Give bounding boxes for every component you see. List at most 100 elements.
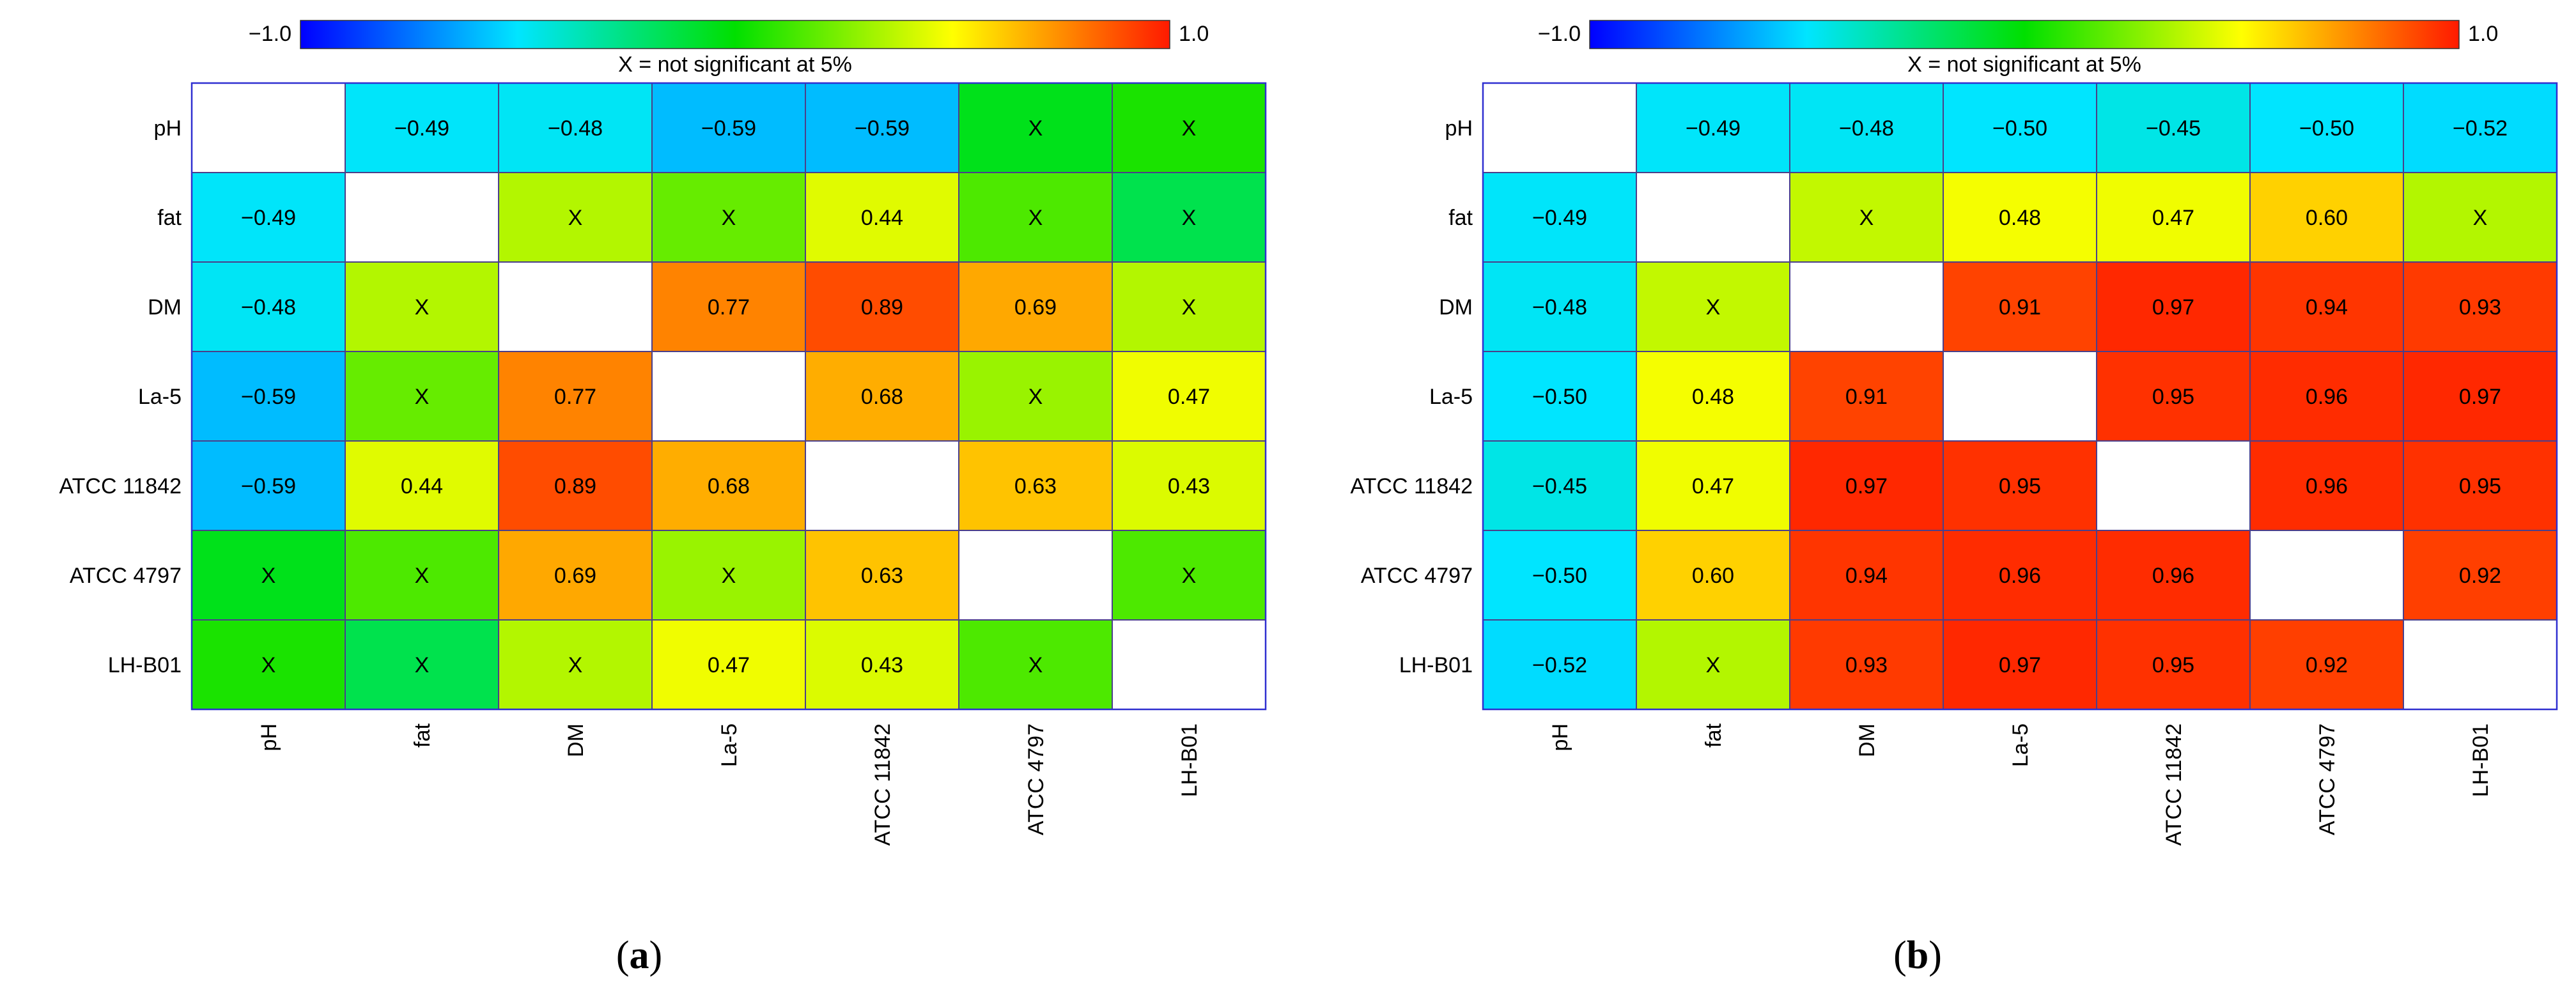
cell-value-label: 0.47 [1168,385,1210,409]
cell-value-label: −0.48 [548,116,603,141]
cell-value-label: 0.92 [2306,653,2348,677]
heatmap-cell [345,351,499,442]
cell-value-label: 0.92 [2459,564,2501,588]
row-label: ATCC 11842 [1351,474,1473,498]
cell-value-label: 0.60 [1692,564,1734,588]
heatmap-cell [805,261,959,352]
cell-value-label: 0.95 [2152,385,2194,409]
cell-value-label: 0.95 [2459,474,2501,498]
cell-value-label: 0.95 [1999,474,2041,498]
cell-value-label: −0.52 [1532,653,1587,677]
column-label: DM [564,723,588,757]
heatmap-cell [191,351,346,442]
cell-value-label: 0.89 [554,474,596,498]
cell-value-label: X [722,206,736,230]
cell-value-label: 0.68 [861,385,903,409]
heatmap-cell [1636,619,1790,710]
heatmap-cell [191,619,346,710]
heatmap-cell [1482,261,1637,352]
cell-value-label: −0.59 [701,116,756,141]
cell-value-label: 0.63 [861,564,903,588]
heatmap-cell [2403,351,2557,442]
heatmap-cell [1943,351,2097,442]
cell-value-label: 0.63 [1014,474,1057,498]
cell-value-label: 0.44 [861,206,903,230]
heatmap-cell [2403,82,2557,173]
cell-value-label: 0.91 [1845,385,1888,409]
row-label: LH-B01 [108,653,182,677]
heatmap-cell [805,440,959,531]
column-label: LH-B01 [2469,723,2493,797]
cell-value-label: 0.60 [2306,206,2348,230]
heatmap-cell [2096,530,2251,621]
cell-value-label: 0.47 [1692,474,1734,498]
heatmap-cell [498,261,653,352]
row-label: DM [148,295,182,320]
heatmap-cell [2096,440,2251,531]
heatmap-cell [1789,82,1944,173]
cell-value-label: 0.44 [401,474,443,498]
heatmap-cell [1636,261,1790,352]
cell-value-label: 0.93 [2459,295,2501,320]
cell-value-label: 0.48 [1692,385,1734,409]
cell-value-label: X [1706,295,1721,320]
cell-value-label: −0.59 [855,116,910,141]
cell-value-label: 0.96 [1999,564,2041,588]
caption-letter: b [1907,934,1928,977]
cell-value-label: −0.50 [1992,116,2047,141]
heatmap-cell [191,261,346,352]
heatmap-cell [345,261,499,352]
heatmap-cell [1112,261,1266,352]
heatmap-cell [498,619,653,710]
column-label: DM [1855,723,1879,757]
heatmap-cell [805,82,959,173]
heatmap-cell [1636,440,1790,531]
cell-value-label: 0.47 [708,653,750,677]
cell-value-label: −0.59 [241,474,296,498]
cell-value-label: X [1028,385,1043,409]
heatmap-cell [191,82,346,173]
heatmap-border [190,82,1267,711]
cell-value-label: 0.77 [708,295,750,320]
heatmap-cell [958,440,1113,531]
heatmap-cell [345,82,499,173]
heatmap-cell [2249,351,2404,442]
heatmap-cell [2096,351,2251,442]
heatmap-cell [345,619,499,710]
colorbar-b [1589,20,2460,49]
heatmap-cell [1943,619,2097,710]
heatmap-cell [1789,172,1944,263]
cell-value-label: 0.97 [1845,474,1888,498]
row-label: fat [157,206,182,230]
heatmap-cell [2249,440,2404,531]
cell-value-label: −0.50 [1532,564,1587,588]
heatmap-cell [2403,619,2557,710]
heatmap-cell [651,619,806,710]
heatmap-cell [1789,619,1944,710]
heatmap-cell [498,82,653,173]
heatmap-cell [1482,440,1637,531]
cell-value-label: 0.69 [1014,295,1057,320]
caption-open-paren: ( [616,934,630,977]
cell-value-label: X [261,653,276,677]
cell-value-label: −0.50 [2299,116,2354,141]
cell-value-label: −0.49 [394,116,449,141]
cell-value-label: X [415,564,430,588]
cell-value-label: 0.77 [554,385,596,409]
row-label: ATCC 4797 [70,564,182,588]
cell-value-label: X [261,564,276,588]
heatmap-cell [958,619,1113,710]
cell-value-label: 0.95 [2152,653,2194,677]
heatmap-cell [345,172,499,263]
heatmap-cell [2249,172,2404,263]
column-label: fat [1702,723,1726,747]
cell-value-label: X [1182,564,1197,588]
significance-note: X = not significant at 5% [1907,52,2141,77]
heatmap-cell [191,440,346,531]
panel-caption-b: (b) [1893,934,1942,977]
cell-value-label: X [415,653,430,677]
heatmap-cell [191,530,346,621]
colorbar-min-label: −1.0 [1538,22,1581,46]
cell-value-label: 0.94 [2306,295,2348,320]
